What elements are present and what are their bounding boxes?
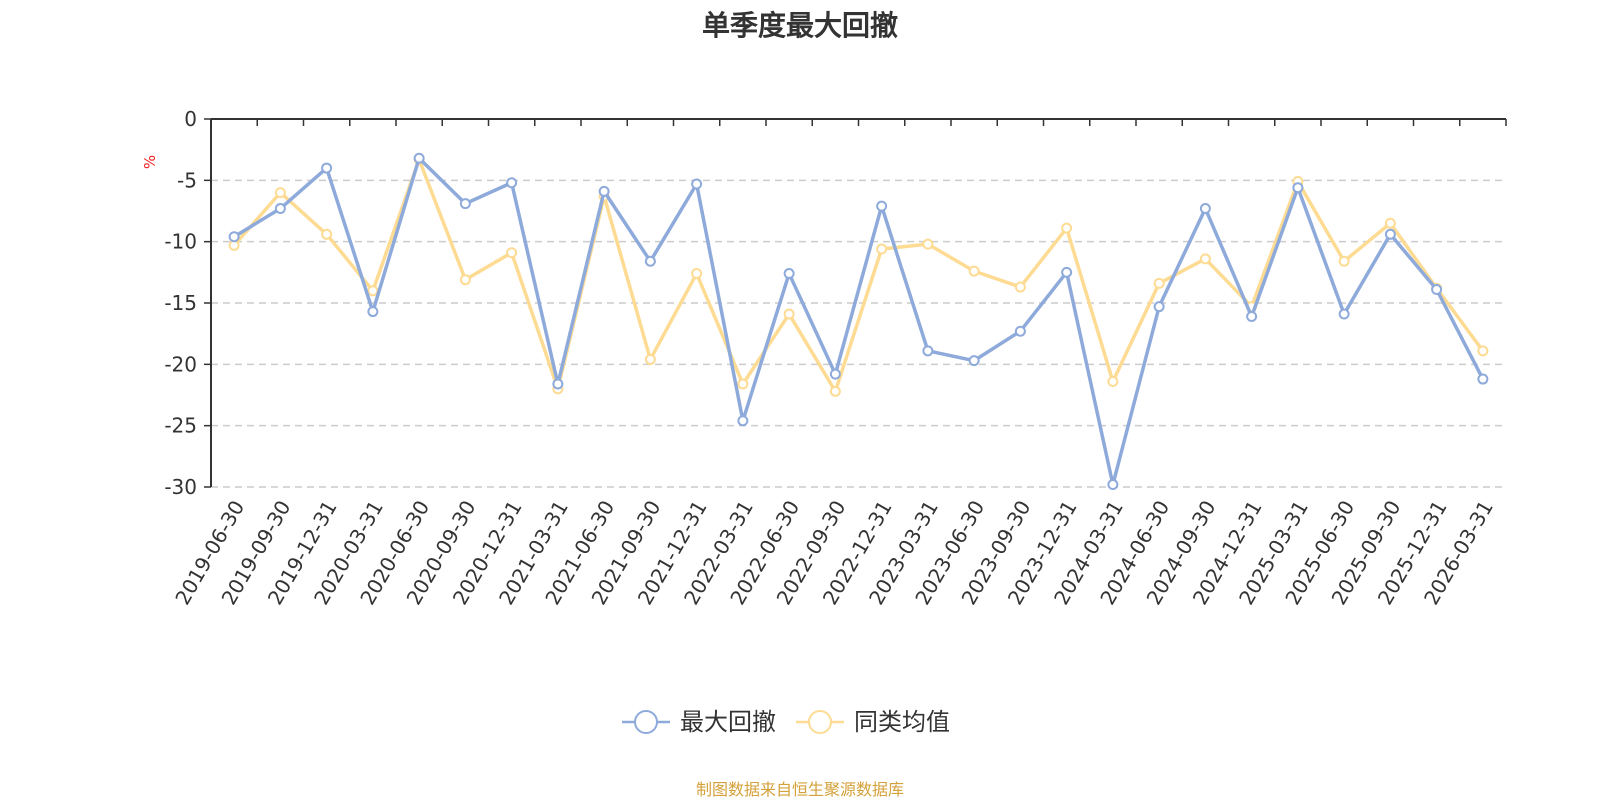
y-tick-label: -25	[164, 414, 197, 438]
data-point[interactable]	[552, 378, 564, 390]
y-tick-label: -30	[164, 475, 197, 499]
data-point[interactable]	[367, 306, 379, 318]
data-point[interactable]	[1384, 217, 1396, 229]
data-point[interactable]	[922, 345, 934, 357]
data-point[interactable]	[1338, 308, 1350, 320]
data-point[interactable]	[783, 268, 795, 280]
data-point[interactable]	[1292, 182, 1304, 194]
data-point[interactable]	[506, 247, 518, 259]
data-point[interactable]	[367, 285, 379, 297]
data-point[interactable]	[876, 243, 888, 255]
data-point[interactable]	[691, 178, 703, 190]
data-point[interactable]	[1061, 266, 1073, 278]
legend-label: 同类均值	[854, 708, 950, 736]
source-note: 制图数据来自恒生聚源数据库	[695, 780, 904, 799]
data-point[interactable]	[968, 355, 980, 367]
data-point[interactable]	[737, 415, 749, 427]
data-point[interactable]	[1246, 310, 1258, 322]
data-point[interactable]	[1338, 255, 1350, 267]
data-point[interactable]	[1107, 479, 1119, 491]
data-point[interactable]	[783, 308, 795, 320]
data-point[interactable]	[922, 238, 934, 250]
legend-marker	[808, 710, 832, 734]
y-tick-label: -20	[164, 352, 197, 376]
y-tick-label: -15	[164, 291, 197, 315]
data-point[interactable]	[829, 385, 841, 397]
data-point[interactable]	[644, 353, 656, 365]
data-point[interactable]	[598, 185, 610, 197]
data-point[interactable]	[413, 152, 425, 164]
data-point[interactable]	[1384, 228, 1396, 240]
data-point[interactable]	[1107, 376, 1119, 388]
data-point[interactable]	[1061, 222, 1073, 234]
data-point[interactable]	[1199, 203, 1211, 215]
y-axis-unit-label: %	[141, 155, 159, 169]
data-point[interactable]	[691, 268, 703, 280]
data-point[interactable]	[644, 255, 656, 267]
data-point[interactable]	[228, 231, 240, 243]
data-point[interactable]	[1199, 253, 1211, 265]
chart-title: 单季度最大回撤	[701, 9, 898, 42]
series-lines	[228, 152, 1489, 491]
legend-marker	[634, 710, 658, 734]
data-point[interactable]	[274, 203, 286, 215]
data-point[interactable]	[506, 177, 518, 189]
series-line	[233, 156, 1485, 487]
y-tick-label: -5	[177, 168, 197, 192]
data-point[interactable]	[1477, 373, 1489, 385]
series-line	[232, 157, 1485, 394]
line-chart: 0-5-10-15-20-25-302019-06-302019-09-3020…	[141, 107, 1507, 736]
data-point[interactable]	[968, 265, 980, 277]
data-point[interactable]	[1477, 345, 1489, 357]
legend: 最大回撤 同类均值	[622, 708, 950, 736]
data-point[interactable]	[737, 378, 749, 390]
data-point[interactable]	[459, 274, 471, 286]
data-point[interactable]	[1431, 284, 1443, 296]
axes: 0-5-10-15-20-25-302019-06-302019-09-3020…	[164, 107, 1507, 609]
data-point[interactable]	[1014, 281, 1026, 293]
y-tick-label: 0	[184, 107, 197, 131]
data-point[interactable]	[321, 162, 333, 174]
data-point[interactable]	[829, 368, 841, 380]
data-point[interactable]	[876, 200, 888, 212]
data-point[interactable]	[1153, 277, 1165, 289]
legend-item[interactable]: 最大回撤	[622, 708, 776, 736]
legend-item[interactable]: 同类均值	[796, 708, 950, 736]
series-0	[228, 152, 1489, 491]
data-point[interactable]	[321, 228, 333, 240]
data-point[interactable]	[274, 187, 286, 199]
data-point[interactable]	[1014, 325, 1026, 337]
y-tick-label: -10	[164, 230, 197, 254]
data-point[interactable]	[459, 198, 471, 210]
data-point[interactable]	[1153, 301, 1165, 313]
legend-label: 最大回撤	[680, 708, 776, 736]
